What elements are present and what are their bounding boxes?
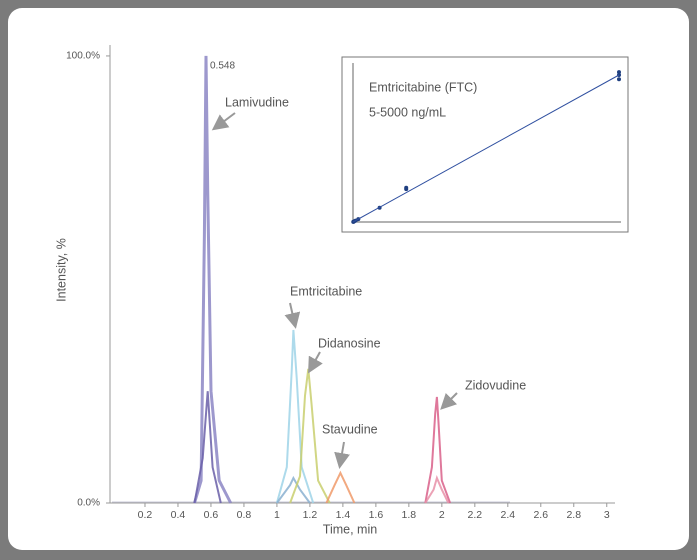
trace: [193, 391, 222, 504]
x-tick-label: 2.6: [533, 509, 548, 521]
x-tick-label: 0.2: [138, 509, 153, 521]
calibration-point: [404, 185, 409, 190]
x-axis-label: Time, min: [323, 522, 377, 536]
calibration-point: [617, 72, 621, 77]
x-tick-label: 1.6: [369, 509, 384, 521]
trace: [275, 329, 315, 504]
x-tick-label: 3: [604, 509, 610, 521]
annotation-arrow: [440, 392, 458, 410]
y-tick-label: 0.0%: [77, 498, 100, 509]
peak-annotation: Emtricitabine: [290, 284, 362, 298]
x-tick-label: 0.6: [204, 509, 219, 521]
peak-annotation: Lamivudine: [225, 95, 289, 109]
inset-subtitle: 5-5000 ng/mL: [369, 105, 446, 119]
trace: [424, 474, 450, 504]
trace: [325, 470, 356, 504]
y-tick-label: 100.0%: [66, 51, 100, 62]
fit-line: [352, 74, 620, 223]
annotation-arrow: [334, 441, 350, 469]
peak-annotation: Zidovudine: [465, 378, 526, 392]
annotation-arrow: [284, 302, 301, 329]
x-tick-label: 1.8: [402, 509, 417, 521]
annotation-arrow: [308, 351, 323, 374]
x-tick-label: 1.4: [336, 509, 351, 521]
inset-title: Emtricitabine (FTC): [369, 80, 477, 94]
x-tick-label: 2.8: [566, 509, 581, 521]
x-tick-label: 0.4: [171, 509, 186, 521]
x-tick-label: 2.2: [468, 509, 483, 521]
calibration-point: [617, 70, 621, 75]
inset-frame: [341, 56, 629, 233]
trace: [424, 396, 452, 504]
x-tick-label: 1: [274, 509, 280, 521]
x-tick-label: 2.4: [500, 509, 515, 521]
x-tick-label: 1.2: [303, 509, 318, 521]
trace: [276, 475, 311, 504]
peak-label: 0.548: [210, 61, 235, 72]
peak-annotation: Didanosine: [318, 336, 381, 350]
calibration-point: [617, 77, 621, 82]
y-axis-label: Intensity, %: [54, 238, 68, 302]
x-tick-label: 2: [439, 509, 445, 521]
annotation-arrow: [211, 112, 236, 131]
trace: [193, 55, 233, 504]
x-tick-label: 0.8: [237, 509, 252, 521]
peak-annotation: Stavudine: [322, 422, 378, 436]
